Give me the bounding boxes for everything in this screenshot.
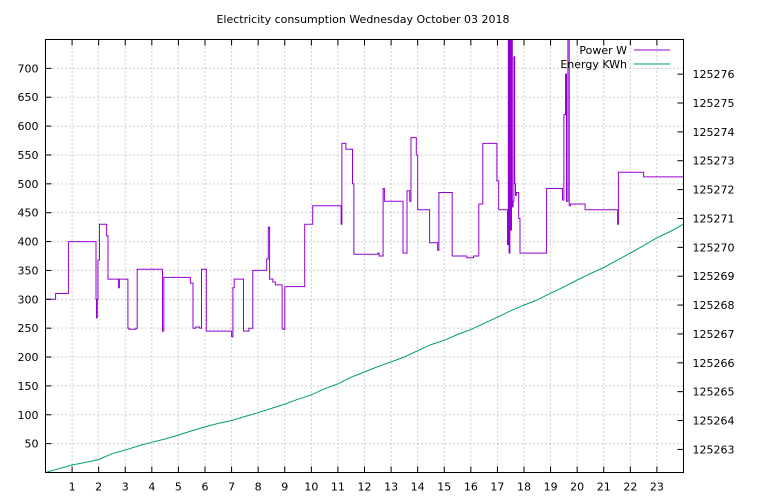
x-tick-label: 6	[202, 481, 209, 494]
y2-tick-label: 125269	[693, 270, 735, 283]
y2-tick-label: 125264	[693, 415, 735, 428]
x-tick-label: 15	[437, 481, 451, 494]
y2-tick-label: 125263	[693, 443, 735, 456]
y2-tick-label: 125274	[693, 126, 735, 139]
y2-tick-label: 125268	[693, 299, 735, 312]
y2-tick-label: 125270	[693, 241, 735, 254]
axes: 1 2 3 4 5 6 7 8 9 10 11 12 13 14 15 16 17 18 19 20 21 22 23501…	[18, 39, 735, 494]
x-tick-label: 3	[122, 481, 129, 494]
y-tick-label: 150	[18, 380, 39, 393]
series-line-energy	[45, 223, 684, 473]
y-tick-label: 450	[18, 207, 39, 220]
y-tick-label: 550	[18, 149, 39, 162]
y-tick-label: 50	[25, 438, 39, 451]
x-tick-label: 11	[331, 481, 345, 494]
x-tick-label: 23	[650, 481, 664, 494]
x-tick-label: 4	[148, 481, 155, 494]
y2-tick-label: 125272	[693, 184, 735, 197]
grid	[45, 39, 684, 473]
y2-tick-label: 125275	[693, 97, 735, 110]
y-tick-label: 200	[18, 351, 39, 364]
legend-label-energy: Energy KWh	[560, 58, 627, 71]
x-tick-label: 10	[304, 481, 318, 494]
x-tick-label: 12	[358, 481, 372, 494]
x-tick-label: 17	[490, 481, 504, 494]
y-tick-label: 400	[18, 236, 39, 249]
y-tick-label: 250	[18, 322, 39, 335]
x-tick-label: 7	[228, 481, 235, 494]
x-tick-label: 5	[175, 481, 182, 494]
legend-label-power: Power W	[579, 44, 627, 57]
legend: Power W Energy KWh	[560, 44, 670, 71]
y2-tick-label: 125266	[693, 357, 735, 370]
x-tick-label: 2	[95, 481, 102, 494]
x-tick-label: 13	[384, 481, 398, 494]
y-tick-label: 650	[18, 91, 39, 104]
y-tick-label: 350	[18, 264, 39, 277]
x-tick-label: 9	[281, 481, 288, 494]
y-tick-label: 100	[18, 409, 39, 422]
x-tick-label: 16	[464, 481, 478, 494]
x-tick-label: 20	[570, 481, 584, 494]
x-tick-label: 18	[517, 481, 531, 494]
x-tick-label: 1	[69, 481, 76, 494]
y2-tick-label: 125267	[693, 328, 735, 341]
x-tick-label: 21	[597, 481, 611, 494]
series-layer	[45, 39, 684, 473]
chart-title: Electricity consumption Wednesday Octobe…	[216, 13, 509, 26]
x-tick-label: 8	[255, 481, 262, 494]
y-tick-label: 700	[18, 62, 39, 75]
y2-tick-label: 125273	[693, 155, 735, 168]
y2-tick-label: 125265	[693, 386, 735, 399]
y2-tick-label: 125276	[693, 68, 735, 81]
y-tick-label: 500	[18, 178, 39, 191]
y-tick-label: 300	[18, 293, 39, 306]
series-line-power	[45, 39, 684, 338]
x-tick-label: 14	[411, 481, 425, 494]
y2-tick-label: 125271	[693, 212, 735, 225]
x-tick-label: 22	[623, 481, 637, 494]
x-tick-label: 19	[544, 481, 558, 494]
y-tick-label: 600	[18, 120, 39, 133]
